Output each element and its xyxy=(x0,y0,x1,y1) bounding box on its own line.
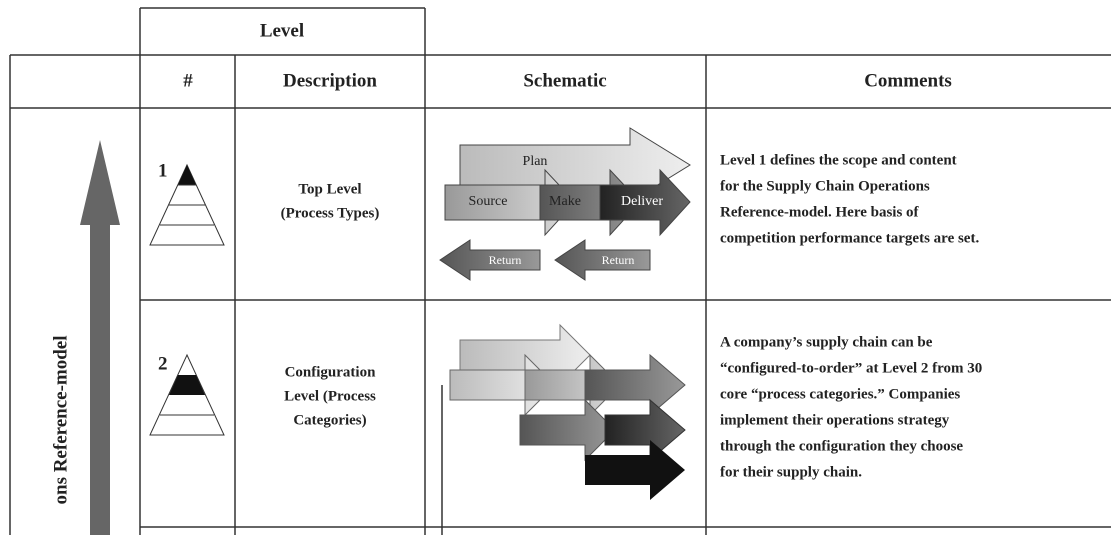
text-line: implement their operations strategy xyxy=(720,412,950,428)
comments-header: Comments xyxy=(864,70,952,91)
text-line: “configured-to-order” at Level 2 from 30 xyxy=(720,360,982,376)
deliver-label: Deliver xyxy=(621,194,663,209)
text-line: for the Supply Chain Operations xyxy=(720,178,930,194)
text-line: (Process Types) xyxy=(281,205,380,221)
text-line: Top Level xyxy=(298,181,361,197)
return-label: Return xyxy=(489,253,522,267)
pyramid-2 xyxy=(149,353,225,436)
schematic-header: Schematic xyxy=(523,70,606,91)
text-line: Configuration xyxy=(285,364,377,380)
plan-label: Plan xyxy=(523,154,548,169)
text-line: Level 1 defines the scope and content xyxy=(720,152,957,168)
text-line: competition performance targets are set. xyxy=(720,230,979,246)
side-label: ons Reference-model xyxy=(50,335,71,504)
text-line: Categories) xyxy=(293,412,366,428)
text-line: through the configuration they choose xyxy=(720,438,963,454)
source-label: Source xyxy=(469,194,508,209)
number-header: # xyxy=(183,70,193,91)
up-arrow xyxy=(80,140,120,535)
return-label: Return xyxy=(602,253,635,267)
row-number: 2 xyxy=(158,353,168,374)
row-number: 1 xyxy=(158,160,168,181)
text-line: A company’s supply chain can be xyxy=(720,334,933,350)
pyramid-1 xyxy=(149,163,225,246)
description-header: Description xyxy=(283,70,377,91)
make-label: Make xyxy=(549,194,581,209)
table-grid xyxy=(9,7,1111,535)
level-header: Level xyxy=(260,20,304,41)
multiline-text: Top Level (Process Types) Configuration Lev… xyxy=(281,152,983,480)
text-line: for their supply chain. xyxy=(720,464,862,480)
schematic-1 xyxy=(439,127,691,281)
schematic-2 xyxy=(441,323,686,535)
text-line: Level (Process xyxy=(284,388,376,404)
text-line: Reference-model. Here basis of xyxy=(720,204,920,220)
text-line: core “process categories.” Companies xyxy=(720,386,960,402)
